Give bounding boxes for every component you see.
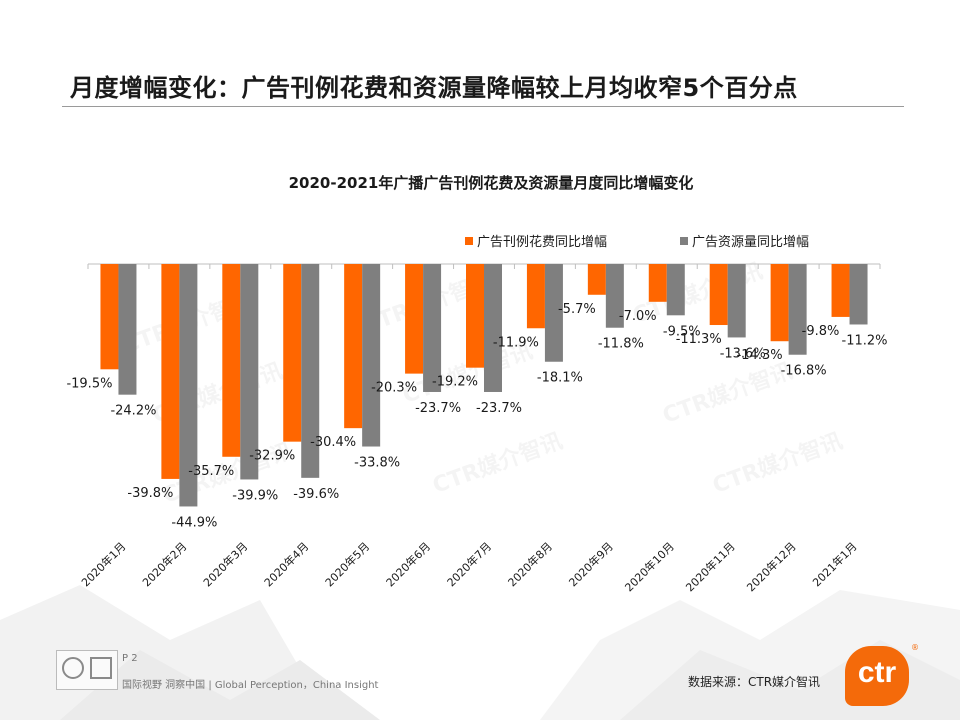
data-label-spend: -7.0% <box>619 309 657 324</box>
bar-spend <box>100 264 119 370</box>
data-label-volume: -39.9% <box>232 488 278 503</box>
data-label-spend: -19.2% <box>432 375 478 390</box>
bar-spend <box>283 264 302 442</box>
data-label-spend: -11.9% <box>493 335 539 350</box>
data-label-spend: -35.7% <box>188 464 234 479</box>
data-label-volume: -16.8% <box>781 364 827 379</box>
ctr-logo-shape <box>845 646 909 706</box>
data-label-volume: -24.2% <box>110 404 156 419</box>
bar-spend <box>526 264 545 329</box>
page-number: P 2 <box>122 653 138 664</box>
category-label: 2020年4月 <box>261 539 311 589</box>
category-label: 2020年5月 <box>322 539 372 589</box>
legend-label-spend: 广告刊例花费同比增幅 <box>477 234 607 250</box>
data-label-volume: -13.6% <box>720 346 766 361</box>
bar-volume <box>666 264 685 316</box>
footer-slogan: 国际视野 洞察中国 | Global Perception，China Insi… <box>122 680 379 691</box>
category-label: 2020年11月 <box>683 539 738 594</box>
ctr-logo: ctr ® <box>845 643 919 706</box>
data-label-spend: -5.7% <box>558 302 596 317</box>
category-label: 2020年6月 <box>383 539 433 589</box>
ctr-logo-text: ctr <box>857 656 897 689</box>
data-label-volume: -44.9% <box>171 515 217 530</box>
bar-volume <box>362 264 381 447</box>
bar-volume <box>788 264 807 355</box>
category-label: 2020年9月 <box>566 539 616 589</box>
registered-mark: ® <box>911 643 919 652</box>
chart-legend: 广告刊例花费同比增幅 广告资源量同比增幅 <box>465 234 809 250</box>
bar-volume <box>179 264 198 507</box>
bar-spend <box>222 264 241 457</box>
category-label: 2020年7月 <box>444 539 494 589</box>
cert-seal-icon <box>62 657 84 679</box>
legend-label-volume: 广告资源量同比增幅 <box>692 235 809 250</box>
bar-volume <box>544 264 563 362</box>
legend-swatch-spend <box>465 237 473 245</box>
data-label-volume: -39.6% <box>293 487 339 502</box>
legend-swatch-volume <box>680 237 688 245</box>
data-label-spend: -30.4% <box>310 435 356 450</box>
category-label: 2020年10月 <box>622 539 677 594</box>
category-label: 2020年2月 <box>139 539 189 589</box>
category-label: 2020年1月 <box>78 539 128 589</box>
watermark-text: CTR媒介智讯 <box>659 358 796 429</box>
data-label-volume: -18.1% <box>537 371 583 386</box>
bar-spend <box>161 264 180 479</box>
data-label-spend: -19.5% <box>66 376 112 391</box>
data-label-volume: -9.5% <box>663 324 701 339</box>
category-label: 2020年12月 <box>744 539 799 594</box>
category-label: 2020年8月 <box>505 539 555 589</box>
x-axis-ticks <box>87 264 881 269</box>
data-label-volume: -23.7% <box>415 401 461 416</box>
bar-volume <box>118 264 137 395</box>
certification-logos <box>56 650 118 690</box>
category-labels: 2020年1月 2020年2月 2020年3月 2020年4月 2020年5月 2020年… <box>78 539 859 594</box>
bar-spend <box>648 264 667 302</box>
bar-volume <box>484 264 502 392</box>
bar-volume <box>301 264 320 478</box>
data-label-spend: -39.8% <box>127 486 173 501</box>
bar-volume <box>849 264 868 325</box>
bar-volume <box>423 264 442 392</box>
data-label-spend: -11.3% <box>676 332 722 347</box>
bar-spend <box>831 264 850 317</box>
cert-badge-icon <box>90 657 112 679</box>
bar-spend <box>770 264 789 342</box>
bar-volume <box>605 264 624 328</box>
category-label: 2021年1月 <box>809 539 859 589</box>
bar-volume <box>727 264 746 338</box>
value-labels: -19.5% -24.2% -39.8% -44.9% -35.7% -39.9% -32.… <box>66 302 887 531</box>
data-label-volume: -23.7% <box>476 401 522 416</box>
bar-volume <box>240 264 259 480</box>
watermark-text: CTR媒介智讯 <box>709 428 846 499</box>
bar-spend <box>405 264 424 374</box>
slide-title: 月度增幅变化：广告刊例花费和资源量降幅较上月均收窄5个百分点 <box>70 74 798 102</box>
bar-spend <box>344 264 363 429</box>
watermark-text: CTR媒介智讯 <box>429 428 566 499</box>
bar-spend <box>709 264 728 326</box>
data-source: 数据来源：CTR媒介智讯 <box>688 675 821 689</box>
data-label-spend: -14.3% <box>737 348 783 363</box>
chart-title: 2020-2021年广播广告刊例花费及资源量月度同比增幅变化 <box>289 174 694 192</box>
title-divider <box>62 106 904 107</box>
bar-spend <box>466 264 484 368</box>
data-label-volume: -11.8% <box>598 337 644 352</box>
data-label-volume: -11.2% <box>842 333 888 348</box>
data-label-spend: -9.8% <box>802 324 840 339</box>
data-label-volume: -33.8% <box>354 456 400 471</box>
data-label-spend: -20.3% <box>371 381 417 396</box>
bar-spend <box>587 264 606 295</box>
bar-marks <box>100 264 868 507</box>
category-label: 2020年3月 <box>200 539 250 589</box>
data-label-spend: -32.9% <box>249 449 295 464</box>
